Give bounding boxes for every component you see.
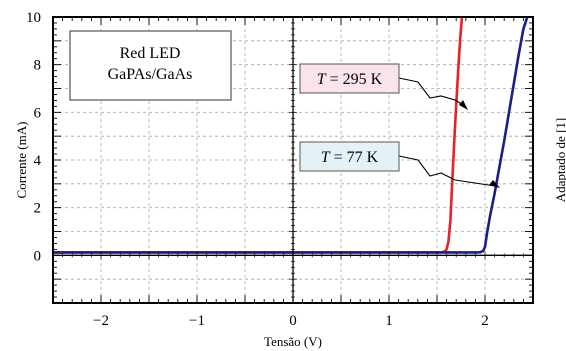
device-label-line: GaPAs/GaAs: [108, 66, 193, 83]
callout-leader: [399, 156, 495, 186]
y-tick-label: 10: [26, 10, 41, 26]
x-axis-title: Tensão (V): [264, 334, 322, 349]
y-tick-label: 6: [34, 105, 42, 121]
temperature-value: = 295 K: [326, 71, 383, 88]
device-label-line: Red LED: [120, 45, 181, 62]
annotations: Red LED GaPAs/GaAs T = 295 K T = 77 K: [70, 31, 500, 188]
y-axis-title: Corrente (mA): [14, 122, 29, 199]
y-tick-label: 2: [34, 201, 42, 217]
temperature-label: T = 77 K: [321, 149, 379, 166]
temperature-value: = 77 K: [330, 149, 379, 166]
x-tick-label: 2: [481, 313, 489, 329]
x-tick-label: 1: [385, 313, 393, 329]
y-tick-label: 8: [34, 58, 42, 74]
x-tick-label: −2: [93, 313, 109, 329]
source-note: Adaptado de [1]: [553, 118, 566, 202]
y-tick-label: 4: [34, 153, 42, 169]
y-tick-label: 0: [34, 248, 42, 264]
x-tick-label: 0: [289, 313, 297, 329]
callout-arrowhead: [459, 100, 468, 110]
temperature-label: T = 295 K: [317, 71, 383, 88]
x-tick-label: −1: [189, 313, 205, 329]
